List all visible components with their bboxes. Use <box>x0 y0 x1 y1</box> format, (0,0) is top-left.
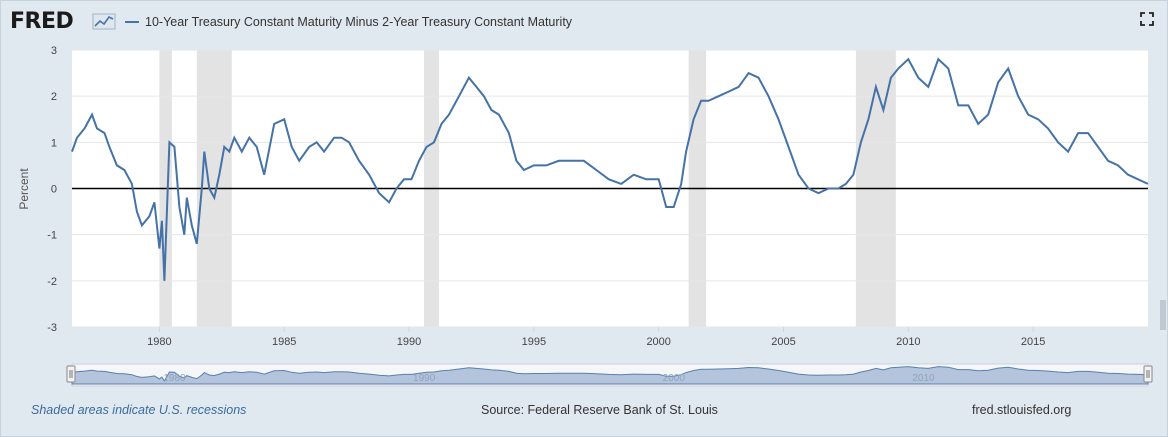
navigator-area <box>71 366 1149 385</box>
fred-logo[interactable]: FRED <box>10 9 74 34</box>
legend-label: 10-Year Treasury Constant Maturity Minus… <box>145 15 573 29</box>
navigator-tick-label: 2010 <box>912 373 935 384</box>
x-tick-label: 2010 <box>896 336 920 348</box>
chart-legend: 10-Year Treasury Constant Maturity Minus… <box>125 15 572 29</box>
site-link[interactable]: fred.stlouisfed.org <box>972 403 1072 417</box>
y-tick-labels: -3 -2 -1 0 1 2 3 <box>47 45 57 334</box>
fred-chart-icon <box>92 13 116 30</box>
x-tick-label: 1995 <box>522 336 546 348</box>
series-line <box>71 57 1149 281</box>
y-tick-label: 1 <box>51 137 57 149</box>
navigator-left-handle[interactable] <box>66 365 76 383</box>
navigator-tick-label: 1990 <box>413 373 436 384</box>
source-note: Source: Federal Reserve Bank of St. Loui… <box>481 403 718 417</box>
gridlines <box>72 49 1148 328</box>
y-axis-label: Percent <box>17 168 31 210</box>
recession-note[interactable]: Shaded areas indicate U.S. recessions <box>31 403 247 417</box>
fullscreen-icon[interactable] <box>1140 12 1154 26</box>
x-tick-label: 1985 <box>272 336 296 348</box>
navigator-tick-labels: 1980 1990 2000 2010 <box>163 373 935 384</box>
x-tick-label: 2000 <box>646 336 670 348</box>
navigator-right-handle[interactable] <box>1143 365 1153 383</box>
time-navigator[interactable]: 1980 1990 2000 2010 <box>66 363 1153 387</box>
navigator-tick-label: 1980 <box>163 373 186 384</box>
y-tick-label: 3 <box>51 45 57 57</box>
scroll-handle[interactable] <box>1160 300 1166 330</box>
y-tick-label: 0 <box>51 184 57 196</box>
x-tick-label: 1990 <box>397 336 421 348</box>
y-tick-label: 2 <box>51 91 57 103</box>
x-tick-label: 2015 <box>1021 336 1045 348</box>
x-tick-label: 1980 <box>147 336 171 348</box>
x-tick-labels: 1980 1985 1990 1995 2000 2005 2010 2015 <box>147 327 1045 348</box>
navigator-tick-label: 2000 <box>663 373 686 384</box>
legend-swatch <box>125 20 139 23</box>
y-tick-label: -2 <box>47 276 57 288</box>
y-tick-label: -3 <box>47 322 57 334</box>
y-tick-label: -1 <box>47 230 57 242</box>
x-tick-label: 2005 <box>771 336 795 348</box>
